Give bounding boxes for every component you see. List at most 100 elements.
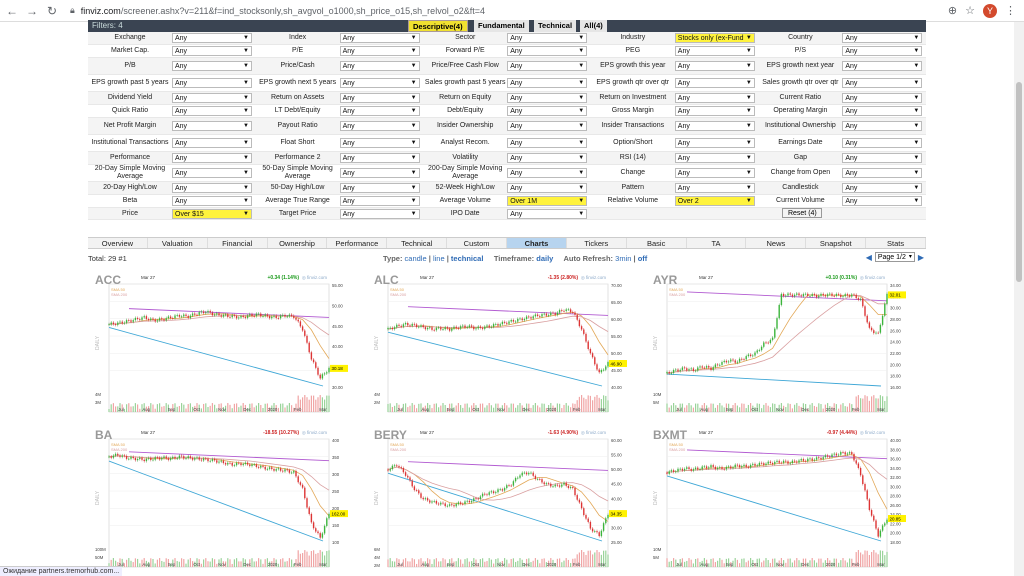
filter-select-performance-2[interactable]: Any ▼	[339, 153, 420, 163]
view-tab-news[interactable]: News	[746, 238, 807, 248]
filter-select-current-volume[interactable]: Any ▼	[842, 196, 923, 206]
filter-select-50-day-simple-moving-average[interactable]: Any ▼	[339, 168, 420, 178]
stock-chart-bery[interactable]: BERY Mar 27 -1.63 (4.90%) ◎ finviz.com SMA 5…	[372, 425, 644, 570]
menu-dots-icon[interactable]: ⋮	[1005, 5, 1016, 17]
type-technical-link[interactable]: technical	[450, 254, 484, 263]
star-icon[interactable]: ☆	[965, 5, 975, 17]
filter-select-industry[interactable]: Stocks only (ex-Fund ▼	[674, 33, 755, 43]
filter-select-sector[interactable]: Any ▼	[507, 33, 588, 43]
filter-select-debt-equity[interactable]: Any ▼	[507, 106, 588, 116]
filter-select-payout-ratio[interactable]: Any ▼	[339, 121, 420, 131]
filter-tab-fundamental[interactable]: Fundamental	[474, 20, 529, 32]
view-tab-technical[interactable]: Technical	[387, 238, 448, 248]
filter-select-20-day-high-low[interactable]: Any ▼	[172, 183, 252, 193]
prev-page-icon[interactable]: ◀	[865, 252, 872, 262]
filter-select-pattern[interactable]: Any ▼	[674, 183, 755, 193]
filter-select-eps-growth-this-year[interactable]: Any ▼	[674, 61, 755, 71]
filter-select-country[interactable]: Any ▼	[842, 33, 923, 43]
filter-select-price[interactable]: Over $15 ▼	[172, 208, 252, 219]
filter-select-eps-growth-past-5-years[interactable]: Any ▼	[172, 78, 252, 88]
filter-select-index[interactable]: Any ▼	[339, 33, 420, 43]
page-select[interactable]: Page 1/2 ▾	[874, 252, 915, 262]
filter-select-p-b[interactable]: Any ▼	[172, 61, 252, 71]
filter-select-quick-ratio[interactable]: Any ▼	[172, 106, 252, 116]
filter-select-earnings-date[interactable]: Any ▼	[842, 138, 923, 148]
filter-select-return-on-assets[interactable]: Any ▼	[339, 93, 420, 103]
view-tab-valuation[interactable]: Valuation	[148, 238, 208, 248]
filter-select-200-day-simple-moving-average[interactable]: Any ▼	[507, 168, 588, 178]
filter-select-average-volume[interactable]: Over 1M ▼	[507, 196, 588, 206]
filter-select-sales-growth-qtr-over-qtr[interactable]: Any ▼	[842, 78, 923, 88]
filter-select-price-free-cash-flow[interactable]: Any ▼	[507, 61, 588, 71]
refresh-off-link[interactable]: off	[637, 254, 648, 263]
refresh-3min-link[interactable]: 3min	[615, 254, 632, 263]
filter-select-price-cash[interactable]: Any ▼	[339, 61, 420, 71]
view-tab-charts[interactable]: Charts	[507, 238, 567, 248]
filter-select-operating-margin[interactable]: Any ▼	[842, 106, 923, 116]
view-tab-ownership[interactable]: Ownership	[268, 238, 328, 248]
filter-select-institutional-transactions[interactable]: Any ▼	[172, 138, 252, 148]
filter-tab-all-4[interactable]: All(4)	[580, 20, 607, 32]
filter-select-analyst-recom[interactable]: Any ▼	[507, 138, 588, 148]
filter-select-20-day-simple-moving-average[interactable]: Any ▼	[172, 168, 252, 178]
filter-select-institutional-ownership[interactable]: Any ▼	[842, 121, 923, 131]
stock-chart-ayr[interactable]: AYR Mar 27 +0.10 (0.31%) ◎ finviz.com SMA 50…	[651, 270, 923, 415]
zoom-icon[interactable]: ⊕	[947, 5, 958, 17]
filter-select-beta[interactable]: Any ▼	[172, 196, 252, 206]
filter-select-insider-transactions[interactable]: Any ▼	[674, 121, 755, 131]
stock-chart-alc[interactable]: ALC Mar 27 -1.35 (2.80%) ◎ finviz.com SMA 50…	[372, 270, 644, 415]
filter-select-return-on-equity[interactable]: Any ▼	[507, 93, 588, 103]
address-bar[interactable]: 🔒︎ finviz.com/screener.ashx?v=211&f=ind_…	[70, 2, 930, 20]
view-tab-tickers[interactable]: Tickers	[567, 238, 627, 248]
filter-select-p-s[interactable]: Any ▼	[842, 46, 923, 56]
filter-select-float-short[interactable]: Any ▼	[339, 138, 420, 148]
filter-select-target-price[interactable]: Any ▼	[339, 208, 420, 219]
timeframe-daily-link[interactable]: daily	[536, 254, 554, 263]
back-arrow-icon[interactable]: ←	[6, 3, 18, 18]
view-tab-ta[interactable]: TA	[687, 238, 747, 248]
filter-select-dividend-yield[interactable]: Any ▼	[172, 93, 252, 103]
view-tab-basic[interactable]: Basic	[627, 238, 687, 248]
filter-select-gross-margin[interactable]: Any ▼	[674, 106, 755, 116]
filter-select-market-cap[interactable]: Any ▼	[172, 46, 252, 56]
filter-select-50-day-high-low[interactable]: Any ▼	[339, 183, 420, 193]
reload-icon[interactable]: ↻	[46, 3, 58, 18]
filter-select-insider-ownership[interactable]: Any ▼	[507, 121, 588, 131]
filter-select-forward-p-e[interactable]: Any ▼	[507, 46, 588, 56]
forward-arrow-icon[interactable]: →	[26, 3, 38, 18]
stock-chart-ba[interactable]: BA Mar 27 -18.55 (10.27%) ◎ finviz.com SMA 5…	[93, 425, 365, 570]
filter-select-performance[interactable]: Any ▼	[172, 153, 252, 163]
filter-select-peg[interactable]: Any ▼	[674, 46, 755, 56]
stock-chart-acc[interactable]: ACC Mar 27 +0.34 (1.14%) ◎ finviz.com SMA 50…	[93, 270, 365, 415]
filter-select-average-true-range[interactable]: Any ▼	[339, 196, 420, 206]
filter-select-net-profit-margin[interactable]: Any ▼	[172, 121, 252, 131]
next-page-icon[interactable]: ▶	[917, 252, 924, 262]
view-tab-custom[interactable]: Custom	[447, 238, 508, 248]
filter-select-eps-growth-next-5-years[interactable]: Any ▼	[339, 78, 420, 88]
filter-select-exchange[interactable]: Any ▼	[172, 33, 252, 43]
view-tab-financial[interactable]: Financial	[208, 238, 268, 248]
filter-select-return-on-investment[interactable]: Any ▼	[674, 93, 755, 103]
filter-select-option-short[interactable]: Any ▼	[674, 138, 755, 148]
filter-select-current-ratio[interactable]: Any ▼	[842, 93, 923, 103]
filter-select-volatility[interactable]: Any ▼	[507, 153, 588, 163]
type-line-link[interactable]: line	[432, 254, 445, 263]
type-candle-link[interactable]: candle	[404, 254, 427, 263]
filter-tab-descriptive-4[interactable]: Descriptive(4)	[408, 20, 468, 32]
filter-select-eps-growth-next-year[interactable]: Any ▼	[842, 61, 923, 71]
page-scrollbar[interactable]	[1014, 22, 1024, 576]
stock-chart-bxmt[interactable]: BXMT Mar 27 -0.97 (4.44%) ◎ finviz.com SMA 5…	[651, 425, 923, 570]
reset-filters-button[interactable]: Reset (4)	[782, 208, 823, 218]
filter-select-change[interactable]: Any ▼	[674, 168, 755, 178]
avatar[interactable]: Y	[983, 3, 997, 18]
view-tab-performance[interactable]: Performance	[327, 238, 388, 248]
filter-select-52-week-high-low[interactable]: Any ▼	[507, 183, 588, 193]
filter-select-rsi-14[interactable]: Any ▼	[674, 153, 755, 163]
filter-tab-technical[interactable]: Technical	[534, 20, 577, 32]
filter-select-relative-volume[interactable]: Over 2 ▼	[674, 196, 755, 206]
view-tab-overview[interactable]: Overview	[88, 238, 148, 248]
filter-select-gap[interactable]: Any ▼	[842, 153, 923, 163]
filter-select-sales-growth-past-5-years[interactable]: Any ▼	[507, 78, 588, 88]
filter-select-change-from-open[interactable]: Any ▼	[842, 168, 923, 178]
filter-select-ipo-date[interactable]: Any ▼	[507, 208, 588, 219]
